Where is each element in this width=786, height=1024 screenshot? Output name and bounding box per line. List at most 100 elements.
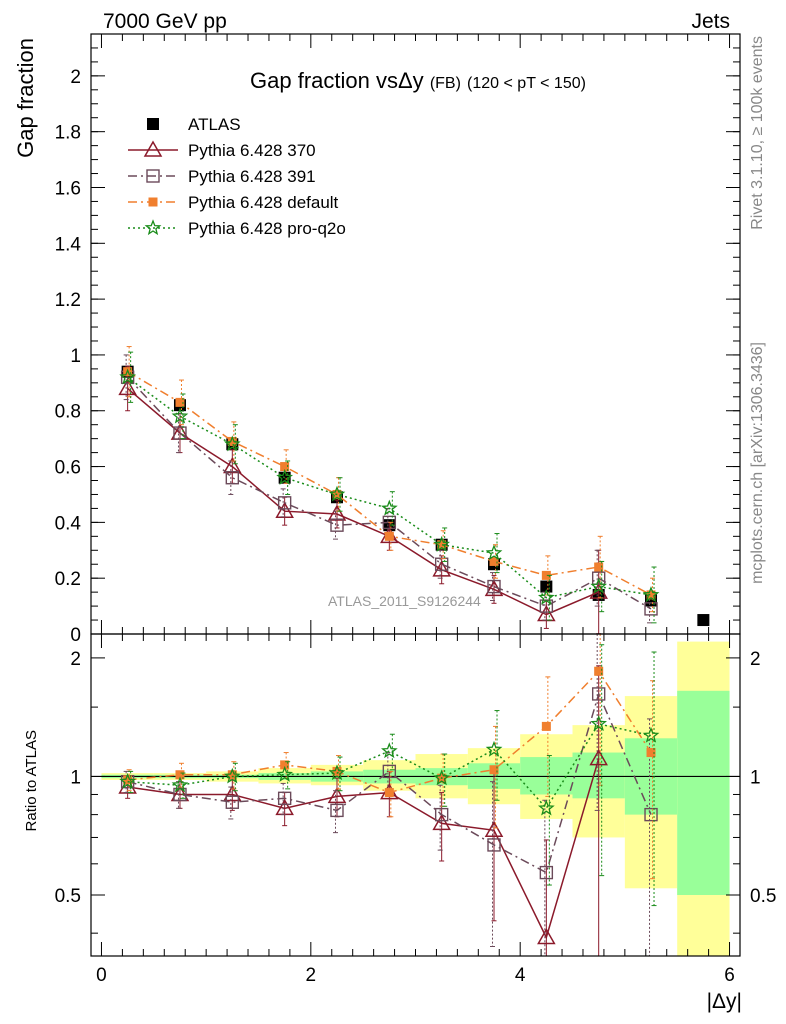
y-tick-label: 1.6	[55, 178, 81, 199]
ratio-point-p391	[591, 687, 606, 701]
main-point-pq2o	[224, 435, 241, 452]
ratio-point-pq2o	[433, 769, 450, 786]
y-tick-label: 0.8	[55, 402, 81, 423]
y-tick-label: 1.2	[55, 290, 81, 311]
ratio-point-p391	[487, 838, 501, 852]
main-point-p370	[223, 457, 242, 474]
legend-item-pdefault: Pythia 6.428 default	[128, 193, 339, 212]
main-point-pdefault	[175, 397, 185, 407]
main-y-axis-label: Gap fraction	[13, 38, 38, 158]
legend-marker	[148, 197, 158, 207]
main-point-pdefault	[594, 562, 604, 572]
ratio-point-p370	[589, 749, 608, 766]
ratio-point-pq2o	[276, 765, 293, 782]
ratio-series-pq2o	[119, 644, 660, 907]
ratio-point-pq2o	[485, 740, 503, 757]
plot-title-cut: (120 < pT < 150)	[467, 75, 586, 92]
legend-item-pq2o: Pythia 6.428 pro-q2o	[128, 219, 346, 238]
main-point-pq2o	[433, 535, 451, 552]
y-tick-label: 0.4	[55, 513, 82, 534]
ratio-point-p370	[327, 786, 347, 804]
ratio-plot-ticks: 0.5 0.5 1 1 2 2 0 2 4 6	[55, 634, 776, 986]
band-inner	[677, 690, 730, 895]
legend-label: Pythia 6.428 391	[188, 167, 316, 186]
x-tick-label: 2	[306, 965, 317, 986]
main-point-pdefault	[489, 556, 499, 566]
main-point-p391	[330, 518, 344, 532]
ratio-point-p370	[223, 784, 242, 802]
main-point-p391	[382, 515, 397, 530]
ratio-point-p370	[537, 927, 556, 945]
band-inner	[520, 757, 573, 795]
main-series-atlas	[121, 365, 710, 627]
legend-marker	[143, 140, 163, 157]
y-tick-label: 0.6	[55, 458, 81, 479]
ratio-plot-frame	[90, 633, 741, 957]
main-point-p391	[644, 602, 658, 616]
main-plot-ticks: 0 0.2 0.4 0.6 0.8 1 1.2 1.4 1.6 1.8 2	[55, 34, 740, 646]
main-series-p370	[118, 365, 608, 635]
main-point-p391	[487, 579, 501, 594]
y-tick-label: 0.2	[55, 569, 81, 590]
ratio-y-tick-label-left: 2	[70, 649, 81, 670]
main-point-p391	[173, 426, 187, 440]
main-point-pq2o	[590, 577, 607, 594]
ratio-point-p391	[330, 803, 344, 818]
main-point-p370	[432, 560, 451, 577]
y-tick-label: 0	[70, 625, 81, 646]
main-series-pq2o	[119, 351, 660, 624]
ratio-point-pdefault	[541, 721, 551, 731]
main-point-pq2o	[276, 468, 294, 485]
main-point-pdefault	[280, 462, 290, 472]
ratio-point-p370	[432, 813, 451, 831]
ratio-point-p391	[382, 764, 397, 779]
ratio-point-p391	[434, 807, 449, 822]
main-series-pdefault	[123, 346, 656, 613]
main-point-p370	[118, 378, 137, 396]
ratio-point-p391	[277, 791, 292, 806]
main-point-p370	[327, 504, 347, 521]
side-label-mcplots: mcplots.cern.ch [arXiv:1306.3436]	[749, 342, 766, 584]
legend-label: Pythia 6.428 pro-q2o	[188, 219, 346, 238]
ratio-series-pdefault	[123, 633, 656, 880]
ratio-point-p391	[644, 807, 658, 822]
x-tick-label: 6	[724, 965, 735, 986]
x-tick-label: 0	[96, 965, 107, 986]
ratio-point-pdefault	[646, 748, 656, 758]
ratio-point-pq2o	[171, 776, 189, 793]
main-point-p391	[225, 471, 240, 485]
main-point-pdefault	[437, 540, 447, 550]
main-point-pq2o	[642, 586, 660, 603]
ratio-point-pq2o	[224, 767, 241, 784]
ratio-point-pdefault	[280, 760, 290, 770]
plot-title-main: Gap fraction vsΔy	[250, 68, 424, 93]
main-point-pdefault	[646, 590, 656, 600]
ratio-point-pq2o	[590, 715, 607, 731]
main-point-pq2o	[380, 499, 398, 516]
main-point-pdefault	[541, 570, 551, 580]
main-point-p391	[591, 571, 606, 585]
header-right: Jets	[691, 10, 730, 33]
y-tick-label: 1	[70, 346, 81, 367]
legend-marker	[144, 219, 162, 236]
plot-title: Gap fraction vsΔy (FB) (120 < pT < 150)	[250, 68, 586, 93]
main-line-pdefault	[127, 371, 652, 596]
main-line-pq2o	[127, 376, 652, 599]
ratio-uncertainty-bands	[101, 641, 730, 956]
ratio-y-tick-label-right: 0.5	[750, 886, 776, 907]
header-left: 7000 GeV pp	[103, 10, 227, 33]
main-point-pq2o	[537, 588, 555, 605]
main-series-p391	[120, 354, 658, 624]
ratio-y-tick-label-right: 1	[750, 767, 761, 788]
main-plot-series	[118, 346, 710, 635]
y-tick-label: 1.8	[55, 123, 81, 144]
ratio-point-pdefault	[489, 765, 499, 775]
side-label-rivet: Rivet 3.1.10, ≥ 100k events	[749, 36, 766, 230]
ratio-point-pdefault	[332, 766, 342, 776]
ratio-point-p391	[225, 795, 240, 809]
main-point-pdefault	[384, 531, 394, 541]
ratio-point-pdefault	[594, 666, 604, 676]
watermark: ATLAS_2011_S9126244	[328, 593, 481, 609]
legend-marker	[147, 118, 159, 130]
ratio-point-p370	[484, 820, 504, 838]
